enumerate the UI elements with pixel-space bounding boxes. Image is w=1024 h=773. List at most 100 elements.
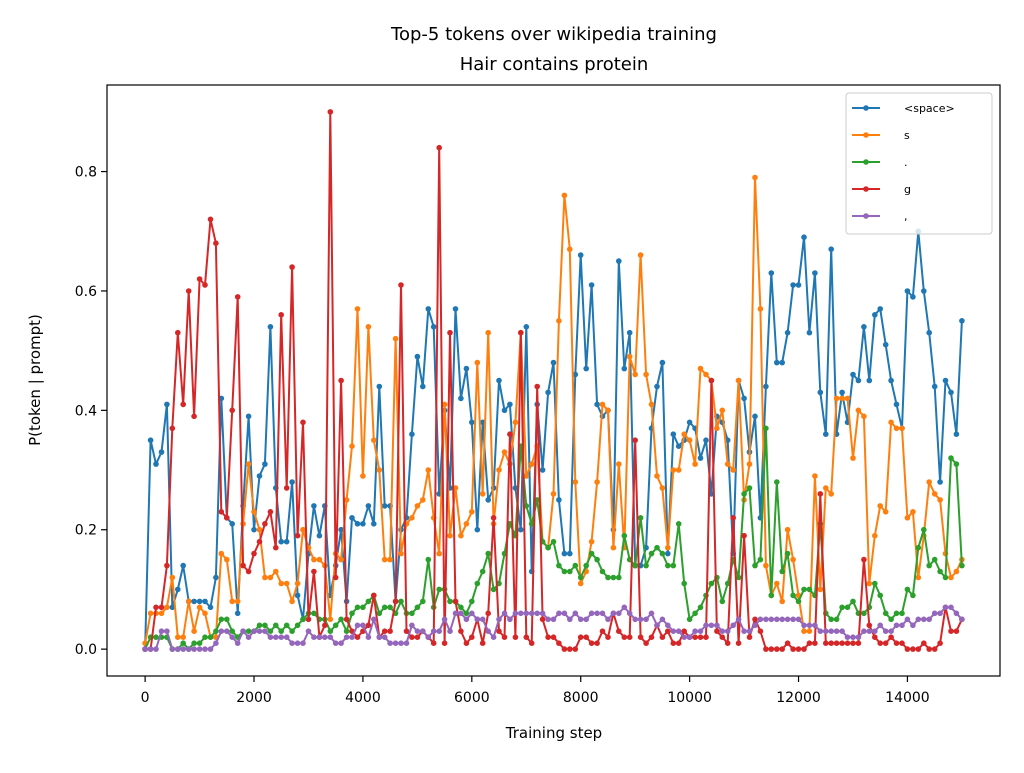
data-point: [539, 467, 546, 473]
data-point: [861, 324, 867, 330]
data-point: [213, 574, 219, 581]
data-point: [670, 640, 677, 646]
data-point: [577, 634, 584, 640]
data-point: [937, 568, 943, 575]
data-point: [942, 377, 949, 384]
data-point: [784, 640, 791, 646]
data-point: [801, 646, 807, 652]
data-point: [458, 610, 464, 617]
data-point: [872, 532, 878, 539]
data-point: [724, 628, 731, 634]
data-point: [812, 640, 818, 646]
data-point: [169, 646, 176, 652]
data-point: [283, 634, 290, 640]
data-point: [577, 252, 584, 258]
data-point: [158, 628, 165, 634]
data-point: [882, 341, 889, 348]
data-point: [741, 491, 747, 497]
data-point: [937, 479, 943, 485]
data-point: [594, 610, 600, 617]
data-point: [458, 395, 464, 402]
data-point: [872, 312, 878, 318]
data-point: [746, 634, 753, 640]
data-point: [839, 604, 845, 611]
data-point: [490, 515, 497, 521]
data-point: [637, 252, 644, 258]
series-5: [142, 604, 965, 652]
data-point: [196, 276, 203, 282]
data-point: [550, 634, 557, 640]
data-point: [610, 574, 617, 581]
data-point: [904, 515, 911, 521]
data-point: [714, 622, 720, 629]
data-point: [518, 610, 524, 617]
data-point: [169, 604, 176, 611]
data-point: [844, 395, 851, 402]
data-point: [518, 329, 524, 336]
data-point: [338, 640, 344, 646]
data-point: [202, 598, 208, 605]
data-point: [316, 532, 323, 539]
data-point: [877, 306, 883, 312]
data-point: [768, 616, 775, 623]
x-tick-label: 12000: [776, 690, 821, 706]
legend-marker: [863, 186, 869, 192]
data-point: [256, 473, 263, 479]
data-point: [447, 532, 453, 539]
data-point: [910, 646, 916, 652]
data-point: [833, 395, 840, 402]
data-point: [637, 634, 644, 640]
data-point: [463, 616, 470, 623]
data-point: [262, 628, 268, 634]
data-point: [207, 646, 214, 652]
data-point: [746, 485, 753, 491]
data-point: [398, 640, 404, 646]
data-point: [670, 431, 677, 438]
data-point: [512, 634, 519, 640]
data-point: [528, 610, 535, 617]
data-point: [534, 383, 540, 390]
data-point: [904, 616, 911, 623]
data-point: [953, 461, 960, 467]
data-point: [855, 634, 862, 640]
data-point: [485, 550, 492, 557]
data-point: [643, 371, 649, 378]
data-point: [202, 610, 208, 617]
data-point: [153, 461, 159, 467]
data-point: [757, 616, 764, 623]
data-point: [795, 616, 802, 623]
data-point: [926, 562, 932, 569]
data-point: [872, 580, 878, 587]
data-point: [387, 628, 393, 634]
data-point: [175, 329, 181, 336]
data-point: [812, 270, 818, 276]
data-point: [893, 425, 900, 432]
data-point: [169, 574, 176, 581]
data-point: [283, 580, 290, 587]
data-point: [817, 586, 824, 593]
data-point: [234, 640, 241, 646]
data-point: [556, 562, 562, 569]
legend-label: s: [904, 129, 910, 142]
data-point: [545, 389, 551, 396]
data-point: [267, 574, 274, 581]
data-point: [719, 634, 726, 640]
data-point: [697, 628, 704, 634]
data-point: [757, 628, 764, 634]
data-point: [708, 622, 715, 629]
data-point: [839, 628, 845, 634]
data-point: [763, 616, 769, 623]
data-point: [311, 634, 317, 640]
data-point: [327, 109, 334, 115]
data-point: [594, 479, 600, 485]
data-point: [959, 616, 965, 623]
data-point: [147, 437, 154, 444]
data-point: [643, 616, 649, 623]
data-point: [752, 622, 758, 629]
data-point: [730, 622, 736, 629]
data-point: [572, 610, 579, 617]
data-point: [823, 628, 829, 634]
data-point: [289, 479, 295, 485]
data-point: [795, 598, 802, 605]
